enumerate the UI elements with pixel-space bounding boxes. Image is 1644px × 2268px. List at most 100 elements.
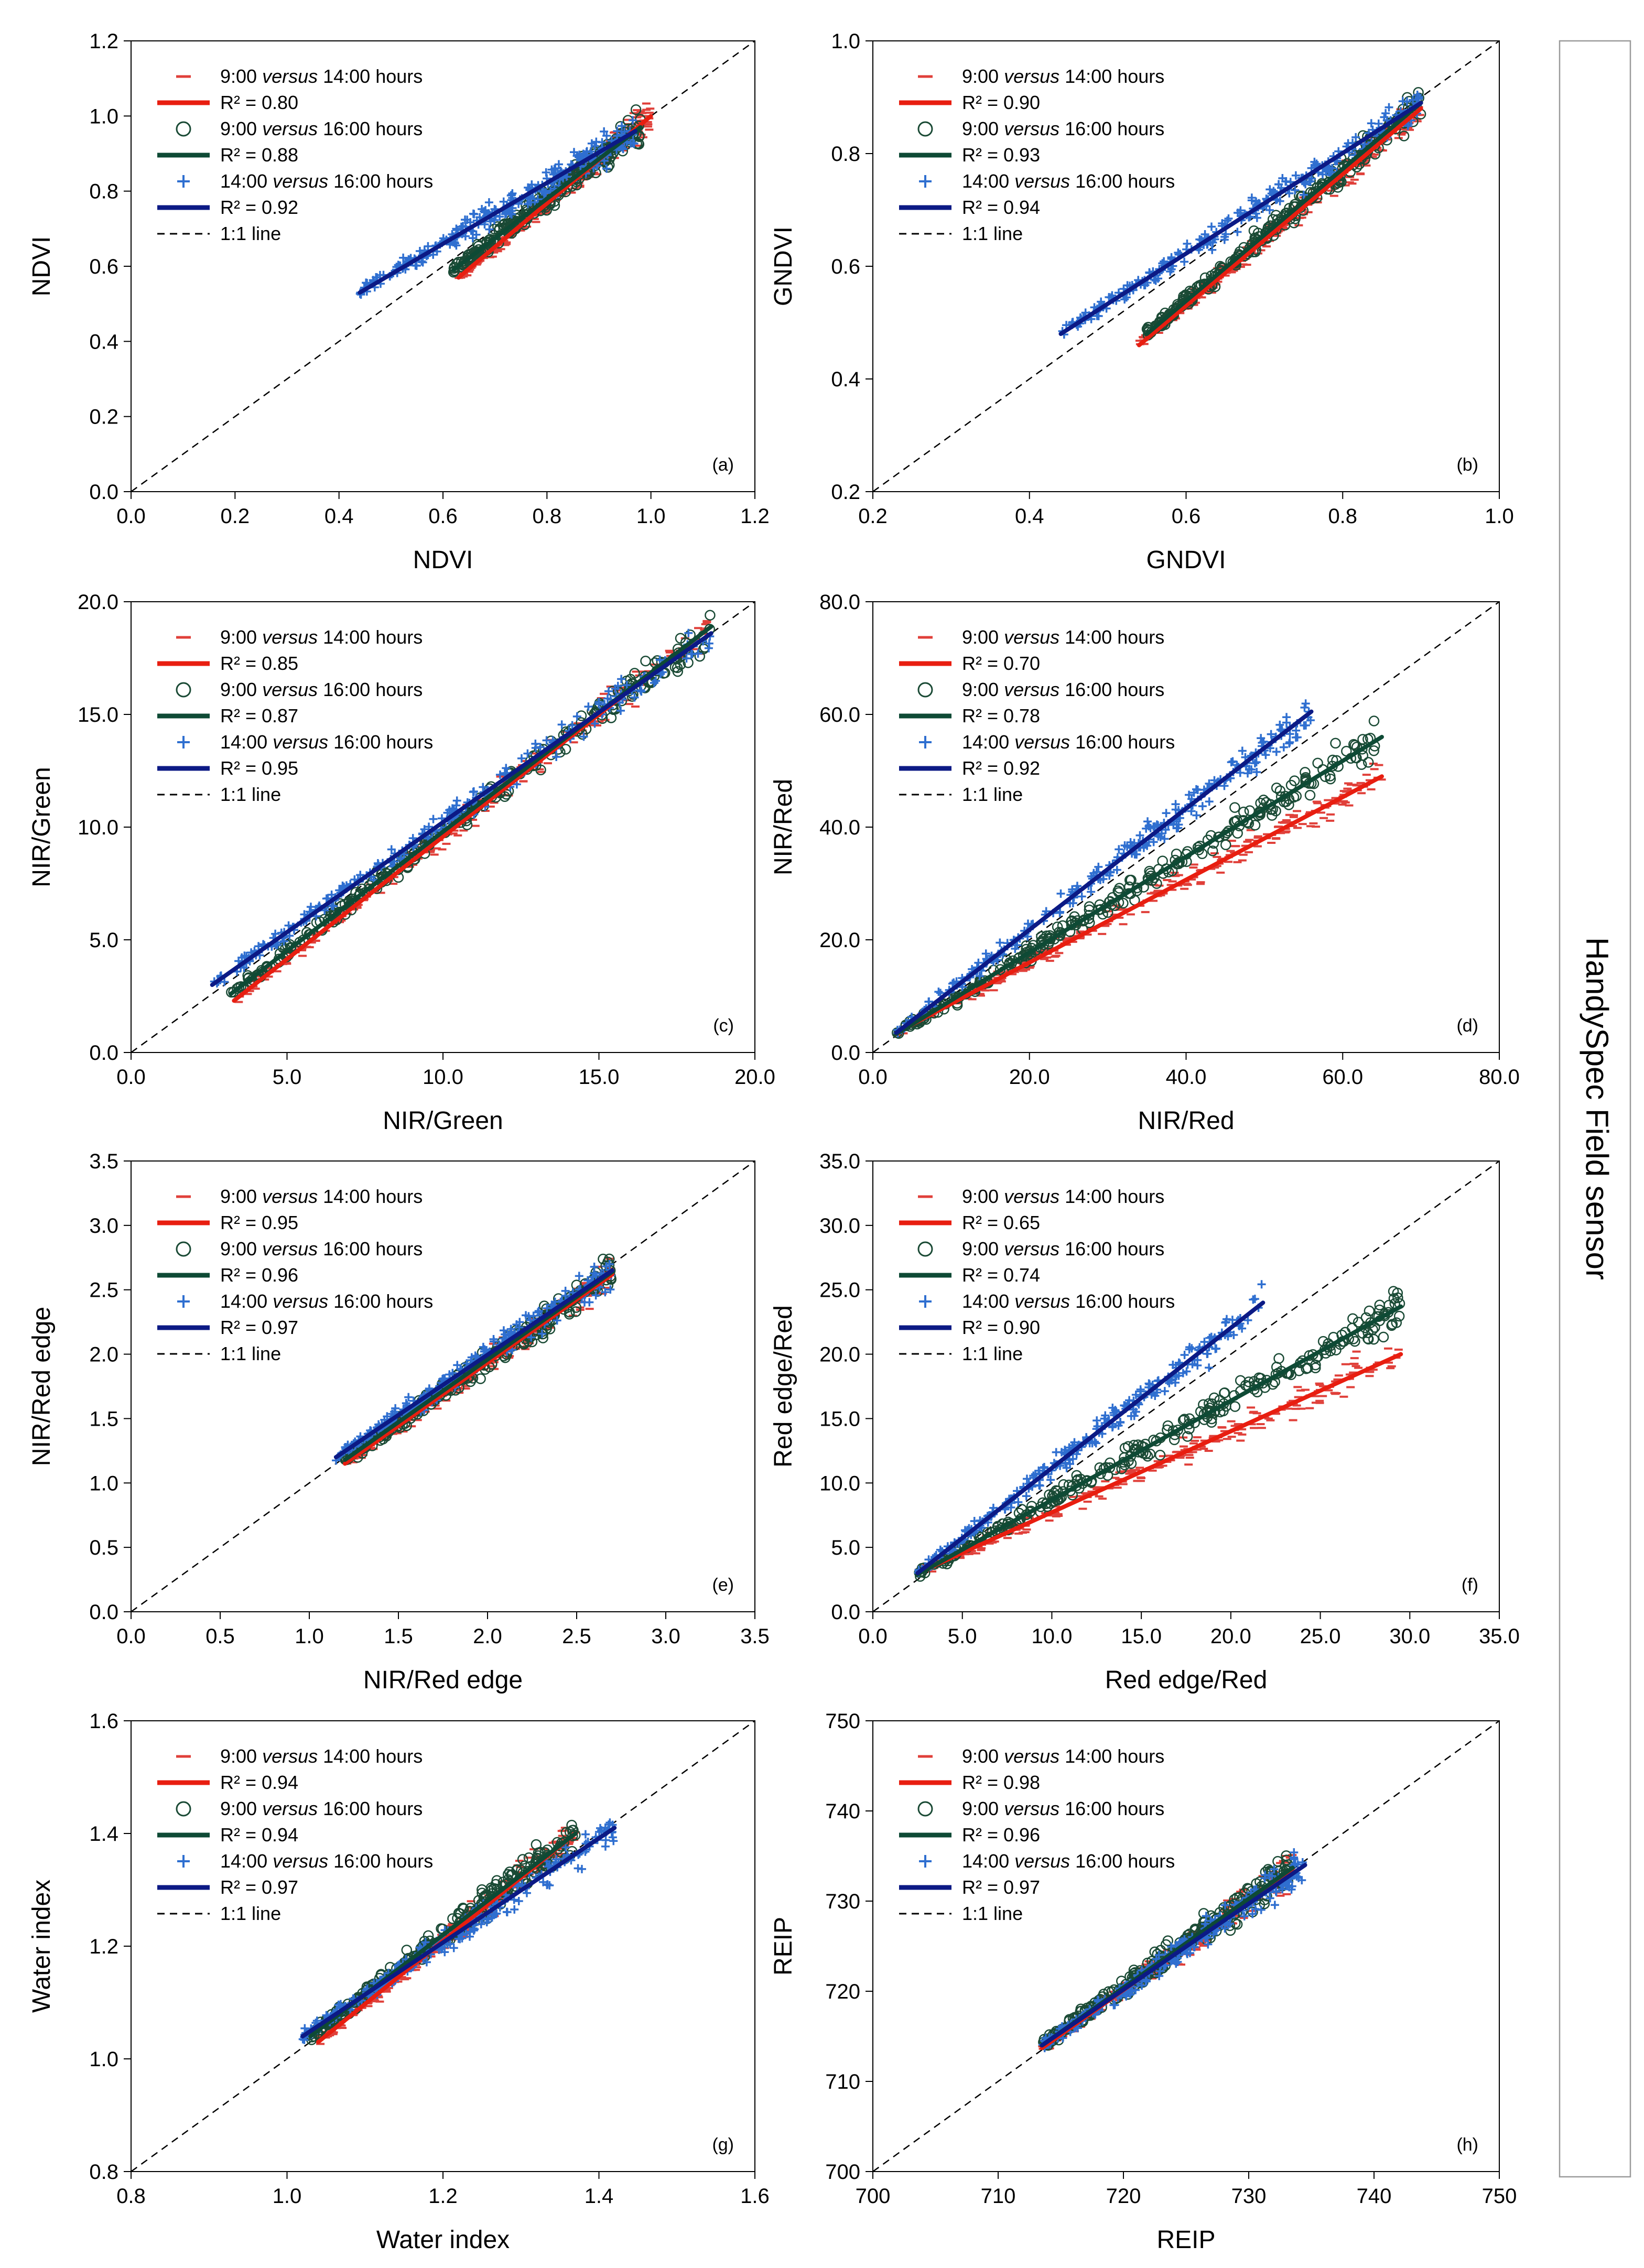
marker-plus bbox=[557, 720, 566, 729]
legend-label-part: 14:00 hours bbox=[1059, 626, 1164, 648]
marker-circle bbox=[1368, 1333, 1379, 1345]
marker-plus bbox=[517, 754, 526, 763]
marker-plus bbox=[1093, 1416, 1101, 1425]
marker-circle bbox=[1169, 1434, 1180, 1446]
marker-plus bbox=[1306, 177, 1315, 186]
marker-circle bbox=[1398, 131, 1410, 142]
legend-label-versus: versus bbox=[1004, 626, 1059, 648]
legend-label-versus: versus bbox=[273, 170, 328, 192]
legend: 9:00 versus 14:00 hours R² = 0.90 9:00 ver… bbox=[899, 66, 1175, 244]
marker-plus bbox=[1187, 1344, 1196, 1353]
legend-label-versus: versus bbox=[262, 679, 318, 700]
marker-plus bbox=[411, 261, 420, 270]
chart-panel-a: 0.0 0.2 0.4 0.6 0.8 1.0 1.2 0.0 0.2 0.4 0.6 0.8 1.0 1… bbox=[28, 30, 770, 574]
marker-circle bbox=[1362, 757, 1374, 768]
legend-label-part: 16:00 hours bbox=[1070, 731, 1175, 753]
marker-plus bbox=[526, 1316, 535, 1325]
marker-plus bbox=[1247, 196, 1256, 205]
marker-plus bbox=[1171, 800, 1180, 809]
marker-circle bbox=[1274, 785, 1286, 796]
marker-plus bbox=[448, 1369, 457, 1377]
marker-circle bbox=[1162, 1420, 1174, 1431]
legend-series-label: 9:00 versus 14:00 hours bbox=[962, 626, 1164, 648]
marker-circle bbox=[544, 1323, 556, 1334]
legend-label-part: 16:00 hours bbox=[328, 731, 433, 753]
marker-plus bbox=[1351, 133, 1360, 142]
marker-circle bbox=[1368, 745, 1379, 756]
legend-r2-label: R² = 0.90 bbox=[962, 92, 1040, 113]
marker-plus bbox=[934, 987, 943, 996]
marker-plus bbox=[1265, 205, 1274, 214]
marker-circle bbox=[500, 1352, 511, 1363]
marker-plus bbox=[650, 678, 659, 687]
legend-one-to-one-label: 1:1 line bbox=[220, 1343, 281, 1364]
legend-label-part: 16:00 hours bbox=[318, 679, 423, 700]
y-tick-label: 25.0 bbox=[819, 1279, 860, 1302]
marker-plus bbox=[584, 702, 593, 711]
x-tick-label: 5.0 bbox=[273, 1066, 302, 1089]
marker-circle bbox=[1144, 865, 1155, 877]
marker-plus bbox=[1278, 173, 1287, 182]
marker-circle bbox=[1154, 1449, 1166, 1461]
x-axis-title: NIR/Red bbox=[1138, 1107, 1234, 1135]
marker-plus bbox=[580, 1298, 589, 1307]
marker-plus bbox=[470, 210, 479, 219]
marker-plus bbox=[579, 732, 588, 741]
axis-ticks: 0.0 20.0 40.0 60.0 80.0 0.0 20.0 40.0 60.0 80.0 bbox=[819, 591, 1520, 1089]
x-tick-label: 0.0 bbox=[858, 1066, 888, 1089]
marker-plus bbox=[1272, 747, 1281, 756]
marker-plus bbox=[613, 681, 622, 690]
marker-circle bbox=[1383, 1299, 1394, 1311]
marker-plus bbox=[1046, 1475, 1055, 1484]
marker-plus bbox=[637, 687, 646, 696]
marker-plus bbox=[1180, 1351, 1189, 1360]
marker-plus bbox=[527, 1333, 536, 1342]
legend-series-label: 9:00 versus 14:00 hours bbox=[962, 66, 1164, 87]
y-tick-label: 40.0 bbox=[819, 816, 860, 839]
marker-plus bbox=[975, 972, 984, 981]
marker-plus bbox=[1120, 295, 1129, 304]
y-tick-label: 0.8 bbox=[89, 180, 118, 203]
y-tick-label: 30.0 bbox=[819, 1214, 860, 1238]
panel-letter: (c) bbox=[713, 1016, 734, 1036]
marker-plus bbox=[1143, 817, 1152, 826]
x-axis-title: NDVI bbox=[413, 546, 473, 574]
x-tick-label: 80.0 bbox=[1479, 1066, 1520, 1089]
legend: 9:00 versus 14:00 hours R² = 0.85 9:00 ver… bbox=[157, 626, 433, 805]
marker-circle bbox=[1325, 773, 1336, 785]
marker-plus bbox=[1374, 119, 1383, 128]
one-to-one-line bbox=[131, 1160, 755, 1613]
marker-plus bbox=[1068, 1455, 1077, 1463]
x-tick-label: 1.0 bbox=[295, 1625, 324, 1648]
legend-label-versus: versus bbox=[1014, 731, 1070, 753]
marker-plus bbox=[629, 138, 637, 147]
marker-circle bbox=[1126, 874, 1137, 886]
marker-plus bbox=[512, 1320, 521, 1329]
legend-r2-label: R² = 0.94 bbox=[962, 197, 1040, 218]
marker-circle bbox=[1353, 1317, 1364, 1328]
y-tick-label: 5.0 bbox=[89, 929, 118, 952]
marker-circle bbox=[1183, 1418, 1194, 1430]
regression-line bbox=[894, 774, 1384, 1035]
y-tick-label: 15.0 bbox=[819, 1407, 860, 1430]
marker-circle bbox=[1386, 1320, 1397, 1331]
x-tick-label: 2.5 bbox=[562, 1625, 591, 1648]
legend-label-versus: versus bbox=[1004, 679, 1059, 700]
legend-marker-circle bbox=[917, 121, 933, 137]
regression-line bbox=[358, 129, 637, 295]
x-tick-label: 3.0 bbox=[651, 1625, 680, 1648]
legend-label-part: 16:00 hours bbox=[1070, 170, 1175, 192]
marker-plus bbox=[1154, 274, 1163, 283]
axis-ticks: 0.0 5.0 10.0 15.0 20.0 25.0 30.0 35.0 0.0 5.0 10.0… bbox=[819, 1150, 1520, 1648]
regression-line bbox=[1144, 101, 1423, 336]
y-tick-label: 0.0 bbox=[831, 1601, 860, 1624]
legend-series-label: 14:00 versus 16:00 hours bbox=[220, 1290, 433, 1312]
x-tick-label: 0.6 bbox=[428, 505, 458, 528]
marker-circle bbox=[1223, 826, 1234, 837]
marker-circle bbox=[1271, 783, 1282, 794]
marker-plus bbox=[1116, 1418, 1125, 1427]
marker-plus bbox=[502, 764, 511, 773]
legend-r2-label: R² = 0.78 bbox=[962, 705, 1040, 726]
marker-plus bbox=[220, 978, 229, 986]
legend-series-label: 9:00 versus 16:00 hours bbox=[220, 1238, 423, 1260]
